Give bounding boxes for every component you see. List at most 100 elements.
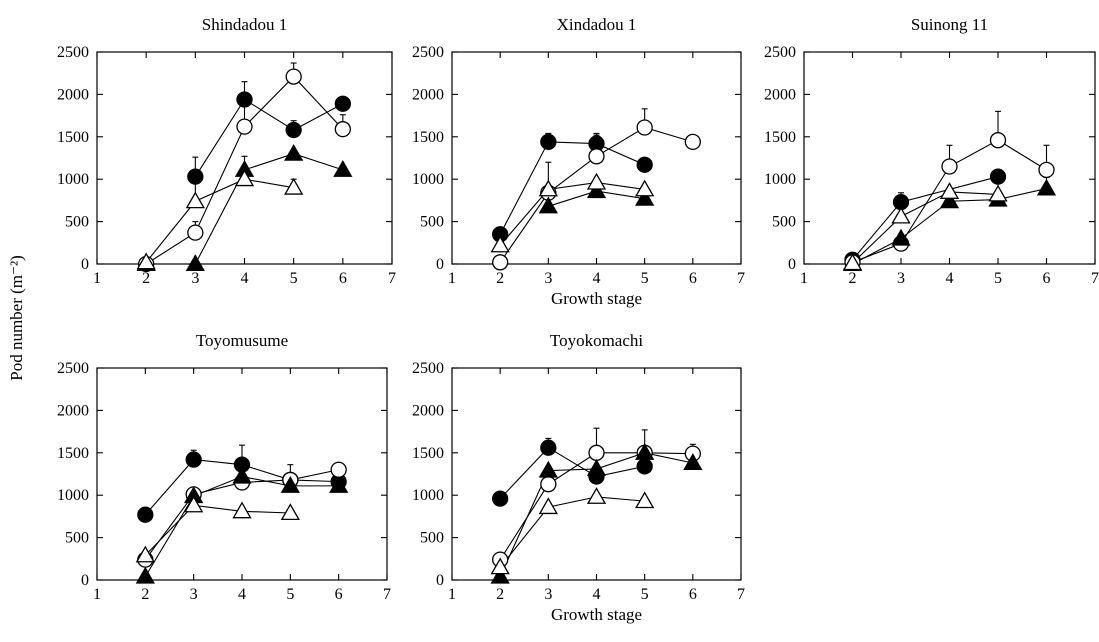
- data-point-open-circle: [588, 444, 605, 461]
- y-tick-label: 0: [436, 572, 444, 589]
- x-tick-label: 6: [689, 586, 697, 603]
- data-point-filled-triangle: [329, 476, 349, 493]
- x-tick-label: 3: [897, 270, 905, 287]
- y-tick-label: 1500: [412, 445, 444, 462]
- data-point-open-triangle: [586, 487, 607, 504]
- panel-title: Xindadou 1: [557, 15, 637, 34]
- chart-panel-2: Xindadou 1 1 2 3 4 5 6 7 0 500 1000 1500 2000 2500 Gro…: [412, 15, 745, 308]
- x-tick-label: 7: [383, 586, 391, 603]
- y-tick-label: 500: [420, 214, 444, 231]
- chart-panel-4: Toyomusume 1 2 3 4 5 6 7 0 500 1000 1500 2000 2500: [57, 331, 391, 603]
- data-point-open-circle: [187, 224, 204, 241]
- y-tick-label: 1500: [57, 129, 89, 146]
- data-point-open-triangle: [490, 557, 510, 575]
- y-tick-label: 1500: [57, 445, 89, 462]
- y-tick-label: 2500: [412, 44, 444, 61]
- series-line-open-triangle: [144, 504, 291, 556]
- data-point-open-circle: [989, 132, 1007, 149]
- data-point-filled-triangle: [284, 143, 304, 161]
- x-tick-label: 2: [496, 586, 504, 603]
- y-tick-label: 500: [772, 214, 796, 231]
- x-tick-label: 2: [849, 270, 857, 287]
- series-line-open-triangle: [499, 182, 645, 246]
- y-tick-label: 2500: [57, 360, 89, 377]
- x-tick-label: 7: [1091, 270, 1099, 287]
- x-tick-label: 5: [286, 586, 294, 603]
- x-tick-label: 4: [593, 586, 601, 603]
- data-point-open-circle: [588, 148, 605, 165]
- data-point-open-circle: [540, 476, 557, 493]
- data-point-filled-triangle: [280, 476, 300, 493]
- x-tick-label: 5: [641, 270, 649, 287]
- data-point-filled-triangle: [490, 566, 510, 584]
- series-line-open-triangle: [145, 178, 294, 263]
- data-point-open-triangle: [635, 179, 655, 197]
- x-tick-label: 7: [737, 586, 745, 603]
- data-point-filled-triangle: [538, 460, 558, 478]
- x-tick-label: 4: [946, 270, 954, 287]
- x-tick-label: 6: [339, 270, 347, 287]
- x-tick-label: 5: [994, 270, 1002, 287]
- data-point-filled-triangle: [185, 254, 205, 272]
- data-point-filled-circle: [540, 133, 557, 151]
- x-axis-title: Growth stage: [551, 605, 642, 624]
- data-point-open-circle: [636, 119, 653, 136]
- series-line-filled-circle: [194, 98, 344, 177]
- data-point-open-circle: [334, 121, 351, 138]
- data-point-filled-circle: [137, 506, 154, 523]
- x-tick-label: 2: [496, 270, 504, 287]
- data-point-filled-triangle: [232, 466, 252, 484]
- x-tick-label: 7: [388, 270, 396, 287]
- x-tick-label: 6: [335, 586, 343, 603]
- data-point-filled-triangle: [635, 442, 655, 460]
- y-tick-label: 500: [65, 530, 89, 547]
- data-point-open-triangle: [891, 206, 911, 224]
- data-point-filled-circle: [636, 156, 653, 173]
- y-tick-label: 1500: [764, 129, 796, 146]
- data-point-filled-triangle: [635, 188, 655, 206]
- x-tick-label: 1: [93, 270, 101, 287]
- x-tick-label: 2: [141, 586, 149, 603]
- data-point-filled-triangle: [939, 191, 960, 209]
- data-point-filled-triangle: [135, 566, 155, 584]
- data-point-open-triangle: [635, 491, 655, 509]
- series-line-open-triangle: [499, 496, 645, 568]
- y-tick-label: 2500: [57, 44, 89, 61]
- y-tick-label: 1000: [57, 487, 89, 504]
- data-point-open-triangle: [490, 235, 510, 253]
- data-point-open-triangle: [135, 545, 155, 563]
- y-tick-label: 1000: [412, 171, 444, 188]
- x-tick-label: 1: [448, 270, 456, 287]
- data-point-filled-triangle: [891, 228, 911, 246]
- y-tick-label: 2000: [764, 86, 796, 103]
- data-point-open-triangle: [185, 191, 205, 209]
- panel-title: Suinong 11: [911, 15, 988, 34]
- y-tick-label: 2000: [412, 86, 444, 103]
- x-tick-label: 5: [641, 586, 649, 603]
- y-tick-label: 500: [420, 530, 444, 547]
- x-tick-label: 5: [290, 270, 298, 287]
- data-point-open-triangle: [538, 179, 558, 197]
- data-point-open-triangle: [939, 182, 960, 199]
- data-point-open-triangle: [538, 497, 558, 515]
- data-point-open-circle: [941, 158, 958, 175]
- series-line-open-triangle: [852, 191, 999, 264]
- data-point-filled-circle: [492, 490, 509, 507]
- data-point-filled-circle: [989, 168, 1007, 185]
- data-point-open-circle: [236, 118, 253, 135]
- y-tick-label: 0: [81, 256, 89, 273]
- data-point-open-triangle: [136, 252, 156, 270]
- data-point-open-circle: [492, 254, 509, 271]
- data-point-open-triangle: [284, 177, 304, 195]
- data-point-open-circle: [1038, 161, 1055, 179]
- data-point-open-circle: [684, 133, 701, 151]
- y-tick-label: 0: [788, 256, 796, 273]
- x-tick-label: 3: [544, 270, 552, 287]
- data-point-filled-triangle: [586, 181, 607, 199]
- data-point-filled-triangle: [538, 196, 558, 214]
- data-point-filled-circle: [636, 458, 653, 475]
- data-point-open-triangle: [842, 253, 863, 271]
- data-point-filled-circle: [236, 91, 253, 108]
